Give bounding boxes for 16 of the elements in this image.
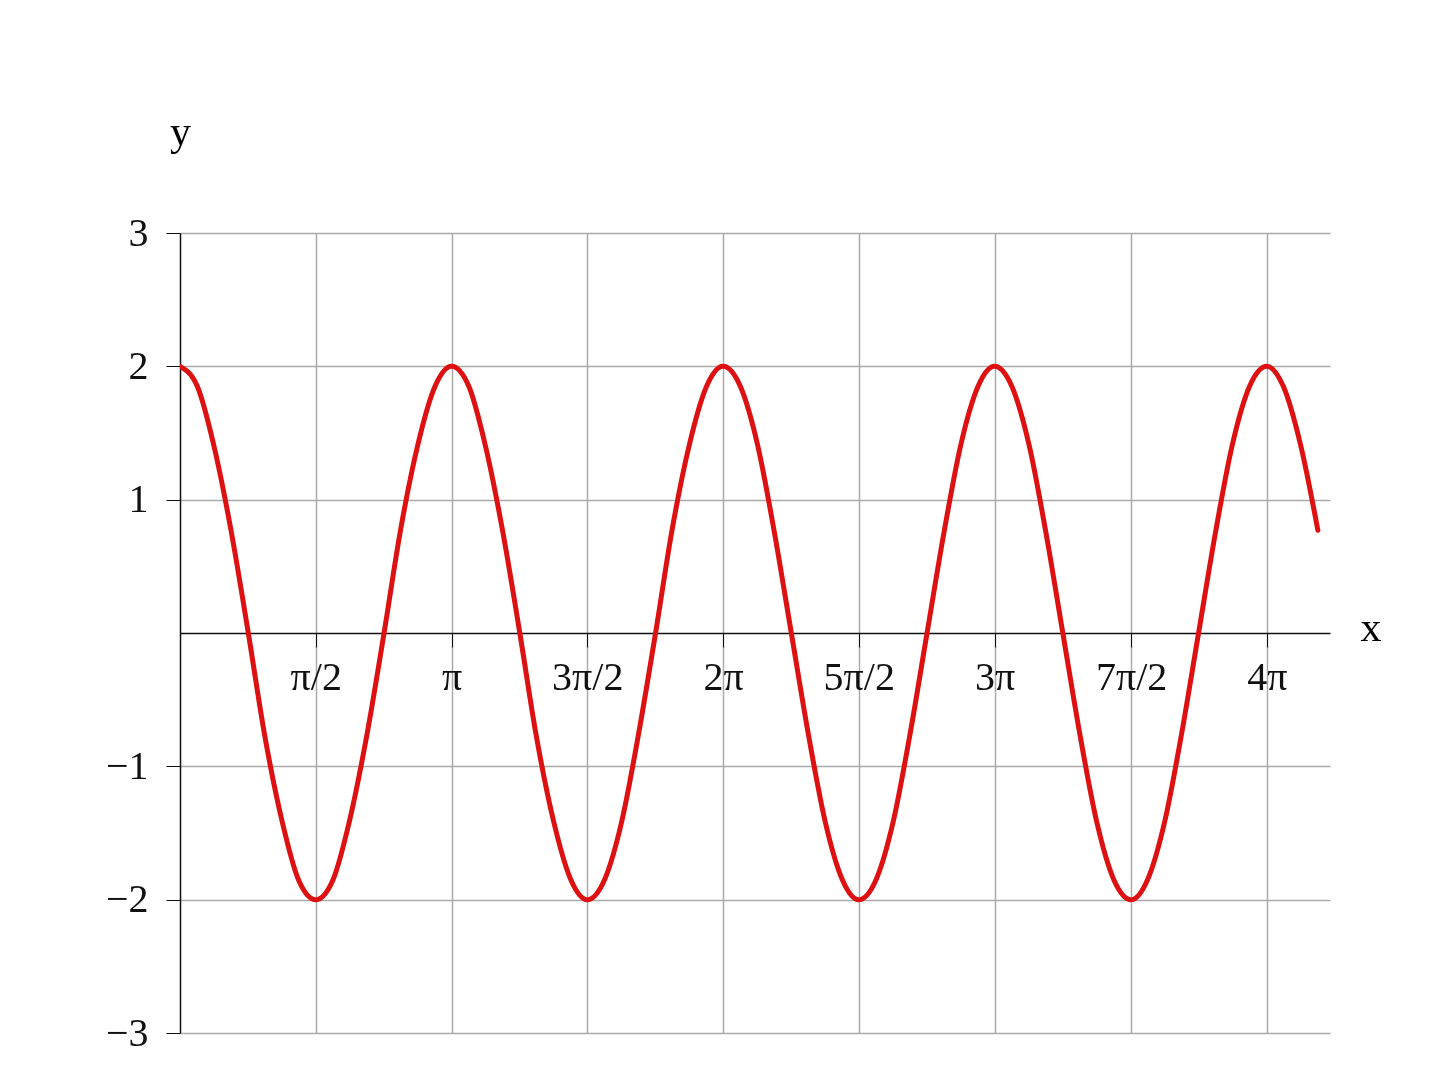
x-tick-label: π [441,653,463,699]
y-tick-label: 3 [128,209,149,255]
x-tick-label: 3π [974,653,1016,699]
y-axis-title: y [170,107,191,154]
x-tick-label: 3π/2 [552,653,624,699]
x-tick-label: 5π/2 [823,653,895,699]
y-tick-label: 2 [128,342,149,388]
x-tick-label: 7π/2 [1095,653,1168,699]
x-tick-label: 4π [1247,653,1288,699]
x-tick-label: π/2 [290,653,342,699]
y-tick-label: −2 [105,876,149,922]
y-tick-label: 1 [128,476,149,522]
y-tick-label: −1 [105,742,149,788]
y-tick-label: −3 [105,1009,149,1055]
x-axis-title: x [1360,603,1382,650]
x-tick-label: 2π [703,653,744,699]
